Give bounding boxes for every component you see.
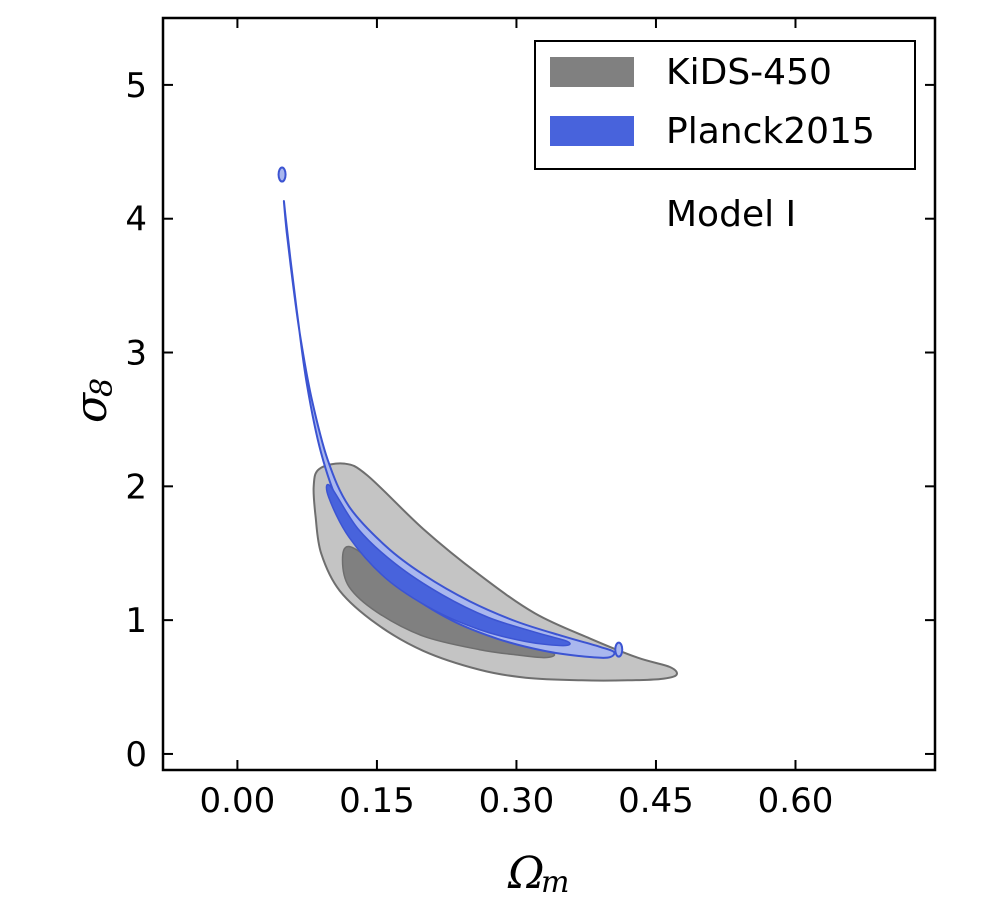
legend-label-kids-450: KiDS-450 [666, 52, 832, 93]
x-tick-label: 0.15 [339, 781, 415, 821]
contour-planck2015-68 [325, 483, 571, 647]
x-axis-label-symbol: Ω [507, 848, 544, 899]
axis-ticks: 0.00 0.15 0.30 0.45 0.60 0 1 2 3 4 5 [125, 18, 935, 821]
y-axis-label: σ 8 [66, 378, 120, 423]
y-tick-label: 2 [125, 467, 147, 507]
y-axis-label-subscript: 8 [85, 378, 120, 397]
x-tick-label: 0.60 [758, 781, 834, 821]
y-tick-label: 4 [125, 200, 147, 240]
x-axis-label: Ω m [507, 848, 569, 900]
legend-label-planck2015: Planck2015 [666, 111, 875, 152]
x-tick-label: 0.45 [618, 781, 694, 821]
y-tick-label: 1 [125, 601, 147, 641]
y-axis-label-symbol: σ [66, 391, 117, 423]
legend-swatch-planck2015 [550, 116, 634, 146]
x-axis-label-subscript: m [541, 865, 569, 900]
contour-planck2015-island [277, 166, 287, 183]
y-tick-label: 3 [125, 334, 147, 374]
plot-frame [161, 16, 937, 772]
contour-planck2015-95 [282, 200, 616, 659]
y-tick-label: 5 [125, 66, 147, 106]
contour-planck2015-island [614, 641, 624, 658]
x-tick-label: 0.30 [479, 781, 555, 821]
contour-layer [277, 166, 678, 682]
model-annotation: Model I [666, 194, 796, 235]
y-tick-label: 0 [125, 735, 147, 775]
legend-swatch-kids-450 [550, 57, 634, 87]
legend: KiDS-450 Planck2015 [534, 40, 916, 170]
x-tick-label: 0.00 [200, 781, 276, 821]
